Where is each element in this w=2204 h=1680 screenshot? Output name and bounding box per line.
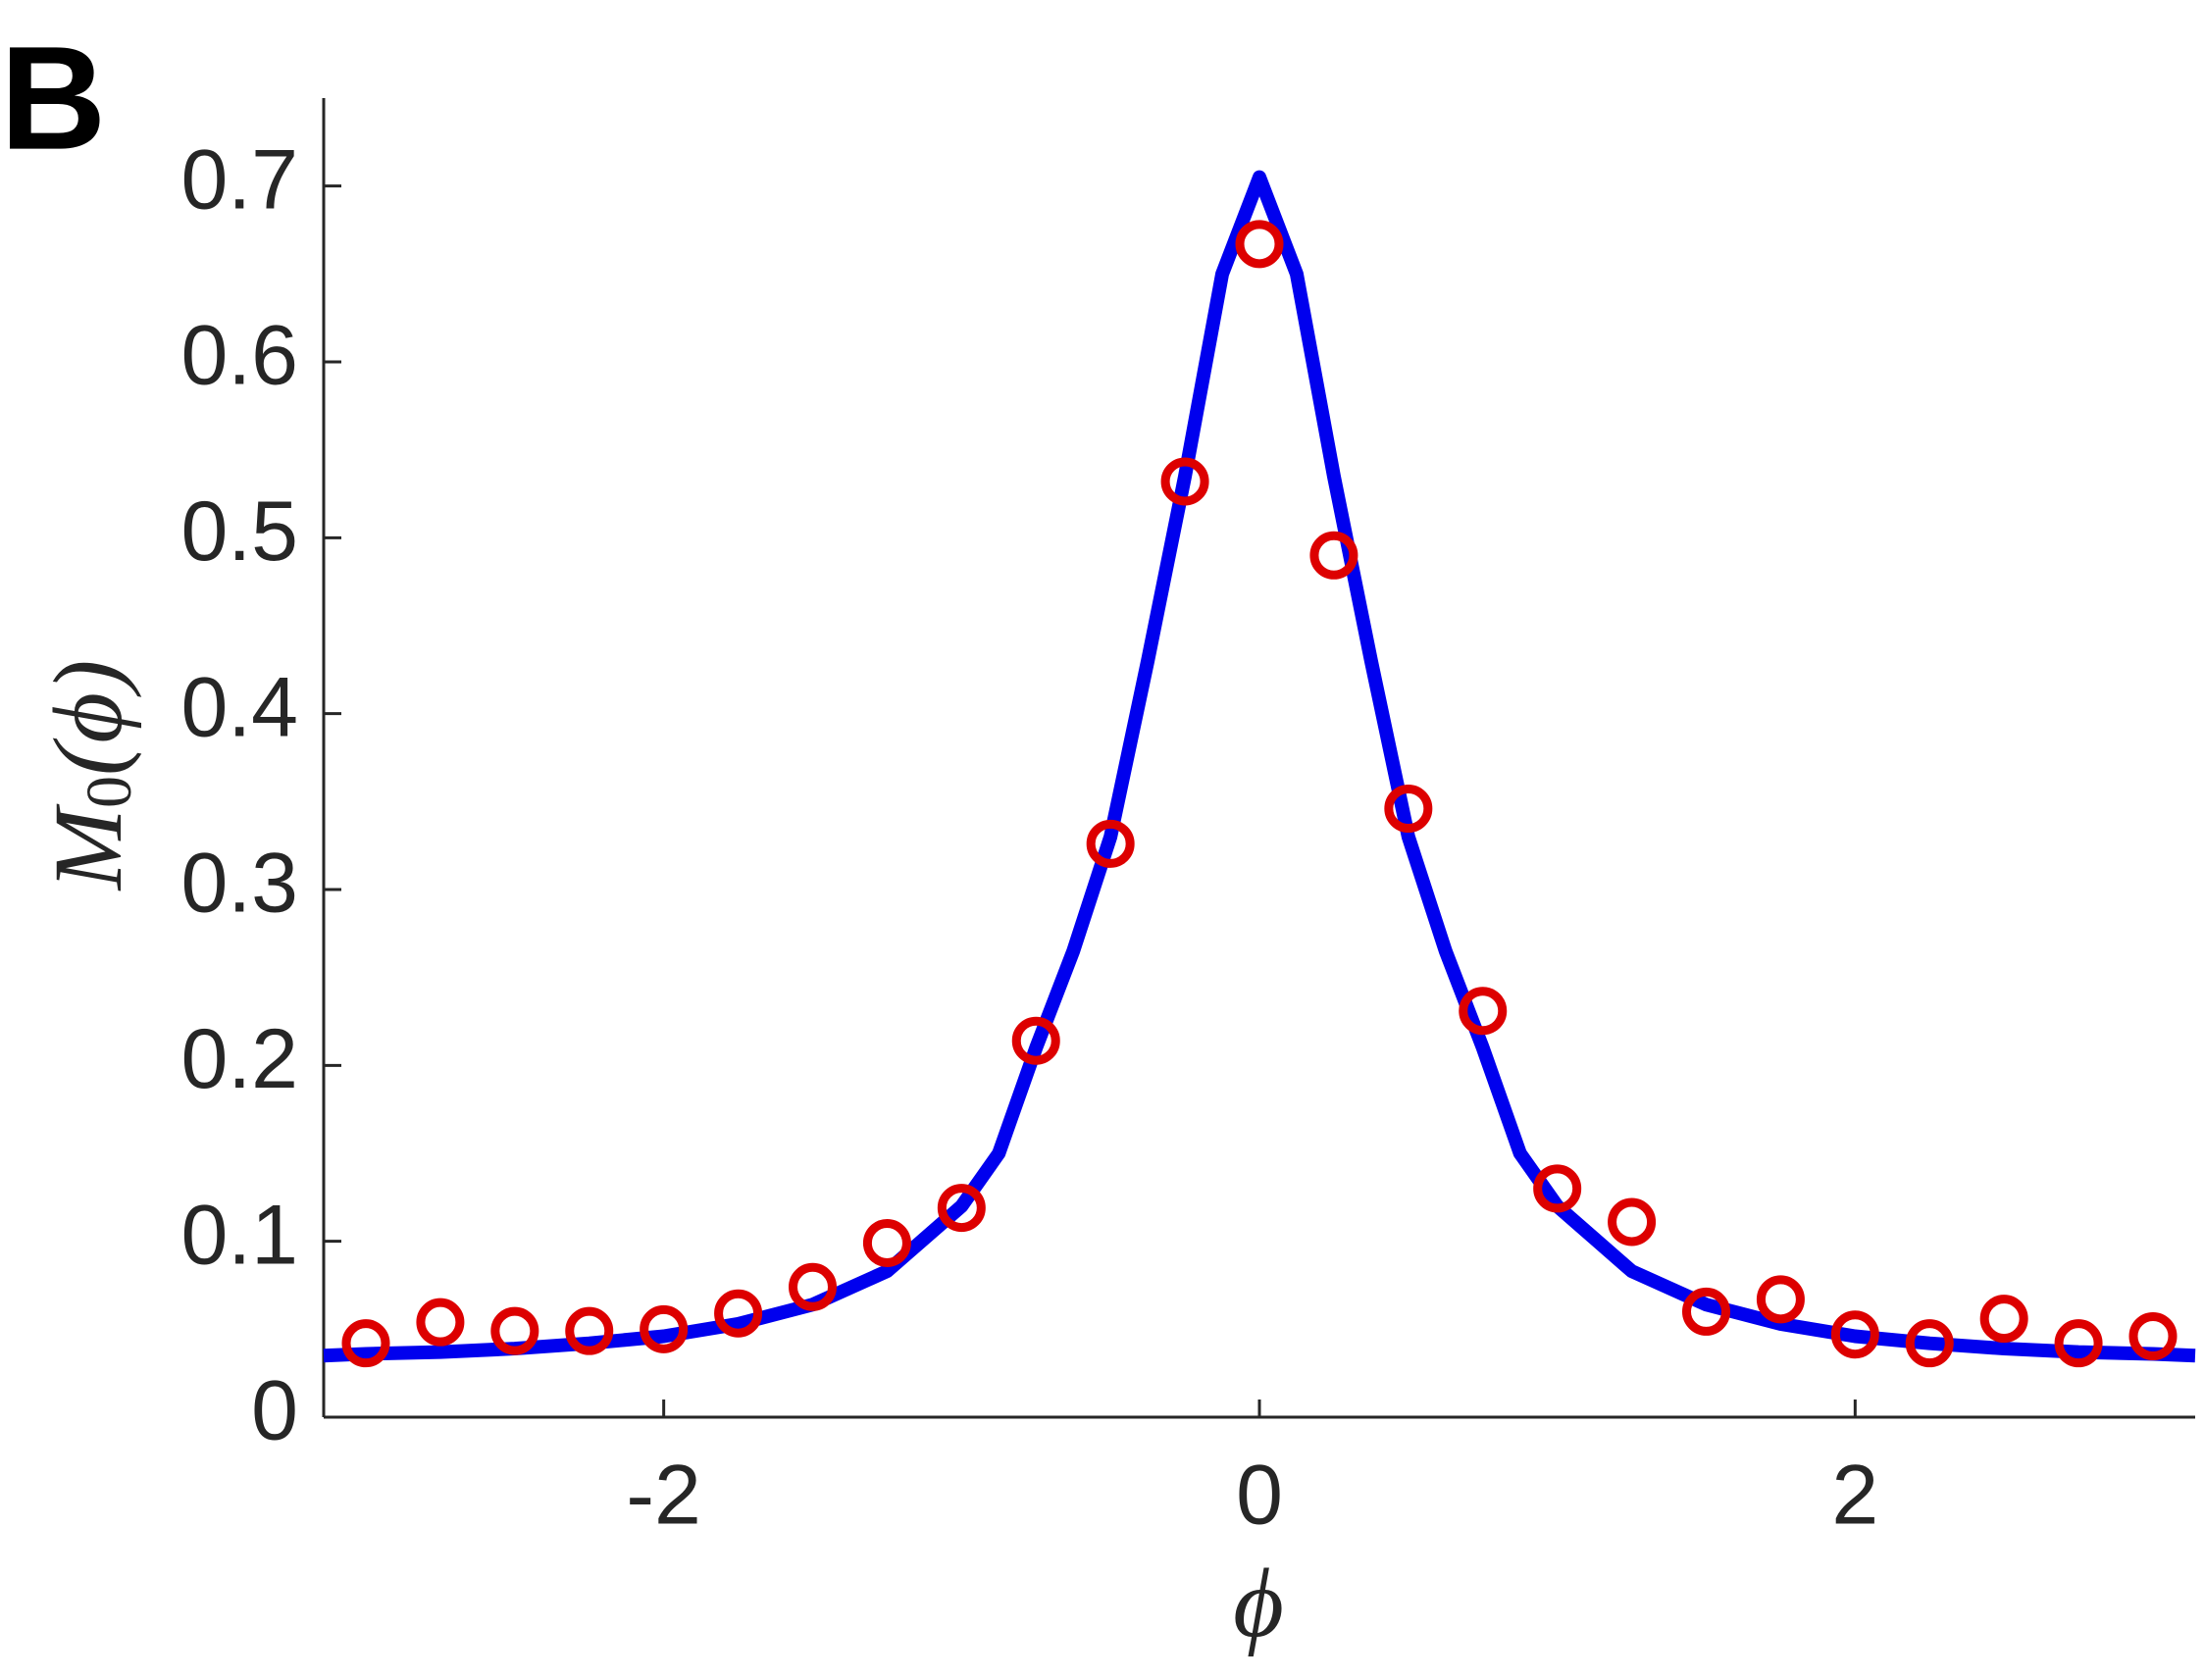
data-point: [1011, 1016, 1060, 1065]
data-point: [341, 1319, 390, 1368]
data-point: [1160, 457, 1209, 506]
y-tick-label: 0.7: [180, 132, 298, 227]
x-axis-label: ϕ: [1233, 1549, 1284, 1657]
data-point: [1905, 1319, 1954, 1368]
data-point: [1756, 1275, 1805, 1324]
panel-label: B: [0, 16, 106, 180]
data-point: [1384, 785, 1433, 834]
data-point: [565, 1306, 614, 1355]
data-point: [862, 1218, 911, 1267]
y-tick-label: 0: [251, 1364, 298, 1458]
data-point: [1830, 1310, 1879, 1359]
data-point: [788, 1262, 837, 1311]
y-tick-label: 0.5: [180, 484, 298, 579]
y-label-main: M: [33, 803, 142, 891]
data-point: [937, 1184, 986, 1233]
data-point: [1608, 1197, 1657, 1247]
data-point: [1682, 1287, 1731, 1336]
y-tick-label: 0.6: [180, 309, 298, 403]
y-axis-label-text: M0(ϕ): [33, 660, 145, 892]
data-point: [1235, 220, 1284, 269]
y-axis-label: M0(ϕ): [33, 660, 145, 892]
data-point: [1533, 1164, 1582, 1213]
x-tick-label: 0: [1236, 1449, 1283, 1543]
x-tick-label: -2: [626, 1449, 700, 1543]
x-tick-label: 2: [1831, 1449, 1878, 1543]
data-point: [2054, 1319, 2103, 1368]
curve: [323, 170, 2196, 1363]
data-point: [490, 1306, 539, 1355]
data-point: [416, 1298, 465, 1347]
data-point: [1086, 819, 1135, 868]
y-tick-label: 0.3: [180, 837, 298, 931]
data-point: [714, 1289, 763, 1338]
y-label-rest: (ϕ): [33, 660, 142, 776]
y-tick-label: 0.4: [180, 660, 298, 754]
y-tick-label: 0.2: [180, 1012, 298, 1106]
data-point: [1309, 531, 1358, 580]
y-label-sub: 0: [74, 776, 145, 808]
data-point: [1979, 1295, 2028, 1344]
data-point: [2128, 1312, 2178, 1361]
data-point: [640, 1304, 689, 1353]
data-point: [1459, 987, 1508, 1036]
y-tick-label: 0.1: [180, 1188, 298, 1282]
